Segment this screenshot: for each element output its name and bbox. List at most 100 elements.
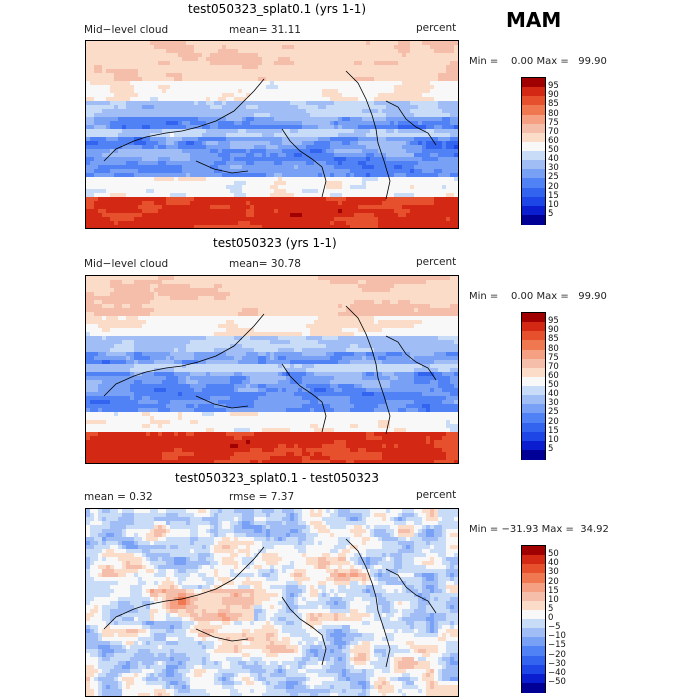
map-cell — [194, 153, 199, 158]
map-cell — [118, 284, 123, 289]
map-cell — [310, 177, 315, 182]
map-cell — [418, 181, 423, 186]
map-cell — [446, 109, 451, 114]
map-cell — [170, 225, 175, 228]
map-cell — [218, 45, 223, 50]
map-cell — [154, 292, 159, 297]
map-cell — [454, 173, 458, 178]
map-cell — [250, 49, 255, 54]
map-cell — [98, 77, 103, 82]
map-cell — [374, 93, 379, 98]
map-cell — [110, 296, 115, 301]
map-cell — [422, 173, 427, 178]
map-cell — [362, 209, 367, 214]
map-cell — [446, 69, 451, 74]
map-cell — [138, 213, 143, 218]
map-cell — [298, 209, 303, 214]
map-cell — [278, 169, 283, 174]
map-cell — [146, 69, 151, 74]
map-cell — [214, 137, 219, 142]
map-cell — [94, 105, 99, 110]
map-cell — [322, 225, 327, 228]
map-cell — [330, 105, 335, 110]
map-cell — [178, 53, 183, 58]
map-cell — [114, 41, 119, 46]
map-cell — [234, 181, 239, 186]
map-cell — [130, 221, 135, 226]
map-cell — [374, 117, 379, 122]
map-cell — [190, 153, 195, 158]
map-cell — [158, 137, 163, 142]
map-cell — [118, 57, 123, 62]
map-cell — [134, 117, 139, 122]
map-cell — [426, 197, 431, 202]
map-cell — [450, 69, 455, 74]
map-cell — [162, 129, 167, 134]
map-cell — [378, 145, 383, 150]
map-cell — [330, 177, 335, 182]
map-cell — [406, 221, 411, 226]
map-cell — [186, 169, 191, 174]
map-cell — [426, 201, 431, 206]
map-cell — [106, 133, 111, 138]
map-cell — [266, 61, 271, 66]
map-cell — [306, 129, 311, 134]
map-cell — [170, 284, 175, 289]
map-cell — [238, 73, 243, 78]
map-cell — [214, 185, 219, 190]
map-cell — [202, 149, 207, 154]
colorbar-segment — [522, 196, 545, 207]
map-cell — [206, 213, 211, 218]
map-cell — [442, 81, 447, 86]
map-cell — [102, 177, 107, 182]
map-cell — [434, 97, 439, 102]
map-cell — [398, 49, 403, 54]
map-cell — [202, 197, 207, 202]
map-cell — [162, 97, 167, 102]
map-cell — [394, 288, 399, 293]
map-cell — [310, 280, 315, 285]
map-cell — [350, 280, 355, 285]
map-cell — [186, 133, 191, 138]
map-cell — [266, 284, 271, 289]
map-cell — [198, 121, 203, 126]
map-cell — [402, 81, 407, 86]
map-cell — [98, 276, 103, 281]
map-cell — [166, 69, 171, 74]
map-cell — [94, 117, 99, 122]
map-cell — [90, 81, 95, 86]
map-cell — [246, 113, 251, 118]
map-cell — [182, 165, 187, 170]
map-cell — [442, 177, 447, 182]
map-cell — [218, 141, 223, 146]
map-cell — [222, 97, 227, 102]
map-cell — [294, 157, 299, 162]
map-cell — [450, 193, 455, 198]
map-cell — [206, 181, 211, 186]
map-cell — [106, 284, 111, 289]
coastline — [345, 70, 391, 200]
map-cell — [326, 65, 331, 70]
map-cell — [310, 57, 315, 62]
map-cell — [298, 77, 303, 82]
map-cell — [190, 93, 195, 98]
map-cell — [190, 137, 195, 142]
map-cell — [358, 292, 363, 297]
map-cell — [382, 145, 387, 150]
map-cell — [262, 169, 267, 174]
map-cell — [410, 77, 415, 82]
map-cell — [314, 65, 319, 70]
map-cell — [310, 284, 315, 289]
map-cell — [278, 137, 283, 142]
map-cell — [242, 69, 247, 74]
map-cell — [346, 125, 351, 130]
map-cell — [150, 165, 155, 170]
map-cell — [194, 161, 199, 166]
map-cell — [130, 280, 135, 285]
map-cell — [110, 173, 115, 178]
map-cell — [358, 109, 363, 114]
map-cell — [110, 129, 115, 134]
map-cell — [142, 161, 147, 166]
map-cell — [270, 137, 275, 142]
map-cell — [162, 141, 167, 146]
